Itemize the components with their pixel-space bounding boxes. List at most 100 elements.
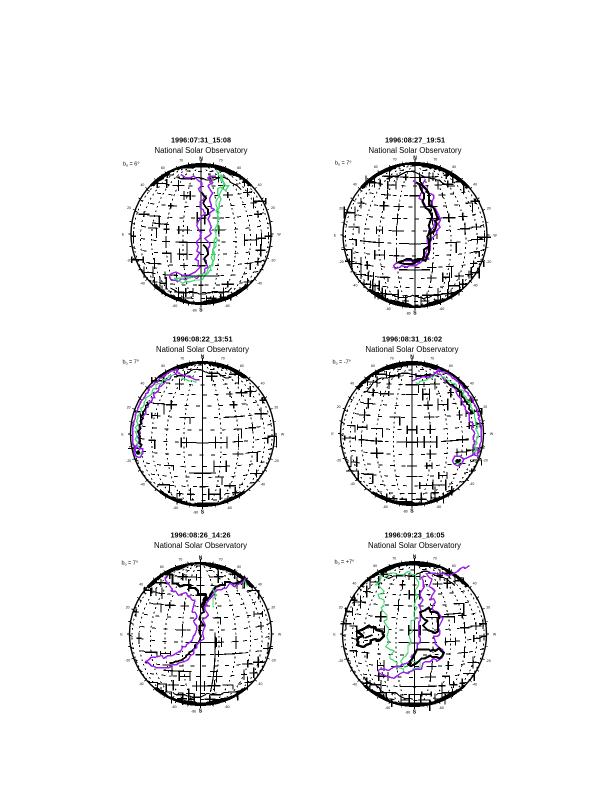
svg-text:20: 20 <box>271 606 275 610</box>
svg-text:N: N <box>413 555 417 561</box>
svg-text:-80: -80 <box>193 510 198 514</box>
svg-text:S: S <box>413 311 417 317</box>
svg-text:60: 60 <box>237 166 241 170</box>
svg-text:70: 70 <box>178 557 182 561</box>
svg-text:S: S <box>201 510 205 516</box>
svg-text:70: 70 <box>390 356 394 360</box>
svg-text:1996:08:26_14:26: 1996:08:26_14:26 <box>171 531 231 540</box>
svg-text:-20: -20 <box>486 659 491 663</box>
svg-text:70: 70 <box>430 356 434 360</box>
svg-text:bo = 7°: bo = 7° <box>123 360 140 366</box>
svg-text:-40: -40 <box>257 682 262 686</box>
svg-text:-40: -40 <box>140 483 145 487</box>
svg-text:20: 20 <box>486 605 490 609</box>
svg-text:-60: -60 <box>383 505 388 509</box>
svg-text:20: 20 <box>339 605 343 609</box>
svg-text:bo = +7°: bo = +7° <box>335 560 355 566</box>
svg-text:N: N <box>410 355 414 361</box>
svg-text:S: S <box>410 509 414 515</box>
svg-text:-60: -60 <box>225 304 230 308</box>
svg-text:40: 40 <box>470 382 474 386</box>
svg-text:-40: -40 <box>352 683 357 687</box>
svg-text:-20: -20 <box>336 458 341 462</box>
svg-text:20: 20 <box>127 206 131 210</box>
svg-text:bo = 7°: bo = 7° <box>335 161 352 167</box>
svg-text:20: 20 <box>271 206 275 210</box>
svg-text:E: E <box>334 234 337 238</box>
svg-text:70: 70 <box>392 556 396 560</box>
svg-text:-60: -60 <box>385 706 390 710</box>
svg-text:40: 40 <box>350 382 354 386</box>
svg-text:70: 70 <box>433 556 437 560</box>
svg-text:70: 70 <box>219 557 223 561</box>
svg-text:National Solar Observatory: National Solar Observatory <box>154 541 247 550</box>
svg-text:70: 70 <box>393 157 397 161</box>
svg-text:N: N <box>199 556 203 562</box>
svg-text:-40: -40 <box>352 284 357 288</box>
svg-text:60: 60 <box>452 564 456 568</box>
svg-text:-40: -40 <box>139 682 144 686</box>
svg-text:40: 40 <box>473 183 477 187</box>
svg-text:60: 60 <box>160 565 164 569</box>
svg-text:60: 60 <box>161 166 165 170</box>
svg-text:40: 40 <box>258 183 262 187</box>
svg-text:-40: -40 <box>350 482 355 486</box>
svg-text:-80: -80 <box>403 509 408 513</box>
svg-text:National Solar Observatory: National Solar Observatory <box>156 345 249 354</box>
svg-text:20: 20 <box>337 405 341 409</box>
svg-text:W: W <box>281 433 285 437</box>
svg-text:-20: -20 <box>271 659 276 663</box>
svg-text:W: W <box>493 633 497 637</box>
svg-text:-20: -20 <box>483 458 488 462</box>
svg-text:-20: -20 <box>270 258 275 262</box>
svg-text:-60: -60 <box>172 304 177 308</box>
svg-text:40: 40 <box>261 382 265 386</box>
svg-text:40: 40 <box>139 582 143 586</box>
svg-text:-20: -20 <box>127 258 132 262</box>
svg-text:40: 40 <box>353 183 357 187</box>
svg-text:20: 20 <box>274 405 278 409</box>
svg-text:60: 60 <box>371 364 375 368</box>
svg-text:E: E <box>120 633 123 637</box>
svg-text:-20: -20 <box>338 659 343 663</box>
svg-text:National Solar Observatory: National Solar Observatory <box>368 541 461 550</box>
svg-text:40: 40 <box>140 382 144 386</box>
svg-text:70: 70 <box>221 356 225 360</box>
svg-text:-80: -80 <box>405 710 410 714</box>
svg-text:60: 60 <box>452 165 456 169</box>
svg-text:-40: -40 <box>473 284 478 288</box>
svg-text:National Solar Observatory: National Solar Observatory <box>366 345 459 354</box>
svg-text:W: W <box>490 432 494 436</box>
svg-text:S: S <box>199 308 203 314</box>
svg-text:60: 60 <box>374 165 378 169</box>
svg-text:-40: -40 <box>260 483 265 487</box>
svg-text:1996:08:27_19:51: 1996:08:27_19:51 <box>385 136 445 145</box>
svg-text:-60: -60 <box>224 705 229 709</box>
svg-text:bo = 7°: bo = 7° <box>122 561 139 567</box>
svg-text:20: 20 <box>487 206 491 210</box>
svg-text:-40: -40 <box>472 683 477 687</box>
svg-text:60: 60 <box>373 564 377 568</box>
svg-text:N: N <box>413 156 417 162</box>
svg-text:-40: -40 <box>257 281 262 285</box>
svg-text:W: W <box>277 233 281 237</box>
svg-text:-20: -20 <box>125 659 130 663</box>
svg-text:1996:09:23_16:05: 1996:09:23_16:05 <box>385 531 445 540</box>
svg-text:70: 70 <box>179 158 183 162</box>
svg-text:-20: -20 <box>339 260 344 264</box>
svg-text:20: 20 <box>339 206 343 210</box>
svg-text:E: E <box>122 233 125 237</box>
svg-text:W: W <box>493 234 497 238</box>
svg-text:1996:08:31_16:02: 1996:08:31_16:02 <box>382 335 442 344</box>
svg-text:National Solar Observatory: National Solar Observatory <box>369 146 462 155</box>
svg-text:-20: -20 <box>126 459 131 463</box>
svg-text:40: 40 <box>352 582 356 586</box>
svg-text:60: 60 <box>161 364 165 368</box>
svg-text:E: E <box>333 633 336 637</box>
svg-text:-40: -40 <box>469 482 474 486</box>
svg-text:-80: -80 <box>192 308 197 312</box>
svg-text:1996:08:22_13:51: 1996:08:22_13:51 <box>173 335 233 344</box>
svg-text:-20: -20 <box>486 260 491 264</box>
svg-text:bo = 6°: bo = 6° <box>123 162 140 168</box>
svg-text:60: 60 <box>449 364 453 368</box>
